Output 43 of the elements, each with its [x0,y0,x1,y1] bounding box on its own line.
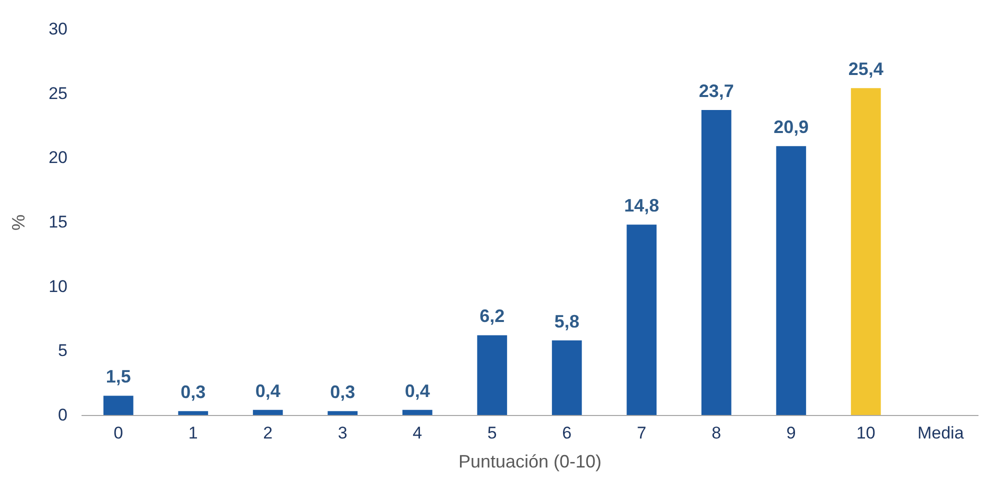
bar [552,340,582,415]
x-tick-label: 10 [856,424,876,442]
x-tick-label: 3 [338,424,348,442]
bar [701,110,732,415]
data-label: 14,8 [624,196,660,216]
x-tick-label: 9 [786,424,796,442]
x-tick-label: 5 [487,424,497,442]
x-tick-label: 1 [188,424,198,442]
data-label: 20,9 [774,117,809,138]
data-label: 25,4 [848,59,884,80]
y-axis-title: % [8,214,29,231]
y-tick-label: 20 [48,148,68,168]
bar [402,410,432,415]
bar [252,410,283,415]
y-tick-label: 30 [48,20,68,38]
x-tick-label: 6 [562,424,572,442]
x-tick-label: 8 [712,424,722,442]
bar [178,411,208,415]
data-label: 0,4 [255,380,280,401]
x-tick-label: 0 [114,424,124,442]
y-tick-label: 0 [58,406,68,424]
data-label: 23,7 [698,81,734,102]
x-tick-label: Media [917,424,964,442]
x-tick-label: 2 [263,424,273,442]
bar [328,411,358,415]
bar [776,146,806,415]
bar [850,88,881,415]
bar [626,224,657,415]
data-label: 0,3 [330,382,356,402]
data-label: 0,4 [404,380,430,401]
x-tick-label: 4 [412,424,422,442]
y-tick-label: 15 [48,212,68,232]
y-tick-label: 25 [48,84,68,103]
y-tick-label: 10 [48,276,68,296]
data-label: 1,5 [106,366,131,387]
x-axis-title: Puntuación (0-10) [458,452,602,472]
data-label: 6,2 [480,306,505,326]
y-tick-label: 5 [58,341,68,360]
x-tick-label: 7 [636,424,646,442]
data-label: 5,8 [554,311,580,332]
bar [103,396,134,415]
data-label: 0,3 [180,382,206,402]
bar [477,335,508,415]
